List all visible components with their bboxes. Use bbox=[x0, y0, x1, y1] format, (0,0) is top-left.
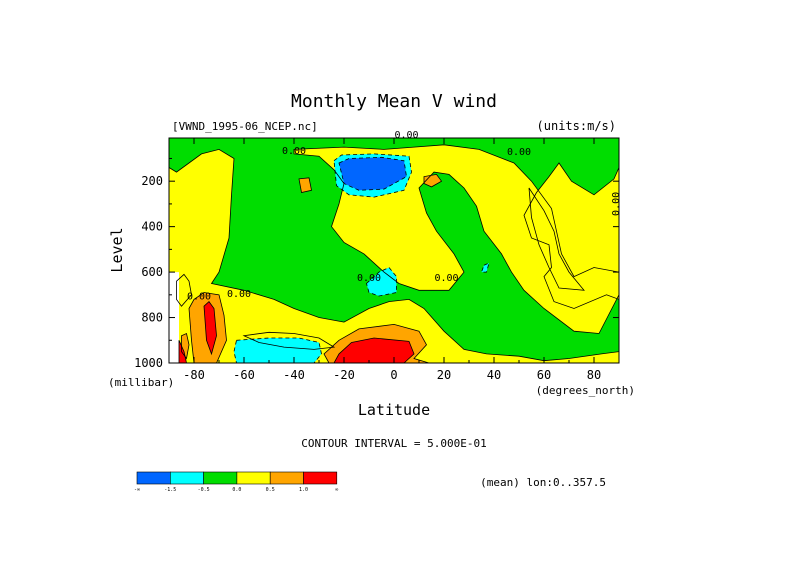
contour-region-red-12 bbox=[204, 301, 217, 354]
y-axis-label: Level bbox=[108, 227, 126, 272]
contour-interval-note: CONTOUR INTERVAL = 5.000E-01 bbox=[301, 437, 486, 450]
contour-label: 0.00 bbox=[187, 291, 211, 302]
contour-fills bbox=[169, 138, 619, 363]
colorbar-swatch bbox=[136, 471, 171, 485]
x-tick-label: -60 bbox=[233, 368, 255, 382]
colorbar-tick-label: 0.0 bbox=[232, 487, 241, 493]
contour-line-13 bbox=[181, 332, 190, 360]
x-tick-label: 40 bbox=[487, 368, 501, 382]
contour-label: 0.00 bbox=[394, 130, 418, 141]
x-tick-label: -20 bbox=[333, 368, 355, 382]
contour-label: 0.00 bbox=[357, 273, 381, 284]
x-tick-label: -80 bbox=[183, 368, 205, 382]
contour-region-yellow-15 bbox=[176, 274, 192, 307]
chart-title: Monthly Mean V wind bbox=[291, 91, 497, 112]
x-axis-units: (degrees_north) bbox=[536, 384, 635, 397]
y-tick-label: 1000 bbox=[134, 356, 163, 370]
y-tick-label: 600 bbox=[141, 265, 163, 279]
colorbar-tick-label: -∞ bbox=[134, 487, 140, 493]
dataset-label: [VWND_1995-06_NCEP.nc] bbox=[172, 120, 318, 133]
x-tick-label: 60 bbox=[537, 368, 551, 382]
colorbar-swatch bbox=[203, 471, 238, 485]
y-tick-label: 400 bbox=[141, 220, 163, 234]
contour-line-7 bbox=[333, 153, 412, 198]
contour-line-4 bbox=[242, 331, 336, 350]
contour-label: 0.00 bbox=[611, 192, 622, 216]
contour-line-1 bbox=[169, 138, 619, 362]
contour-label: 0.00 bbox=[434, 273, 458, 284]
contour-label: 0.00 bbox=[227, 289, 251, 300]
x-tick-label: -40 bbox=[283, 368, 305, 382]
contour-region-red-10 bbox=[334, 338, 414, 363]
y-tick-label: 800 bbox=[141, 311, 163, 325]
colorbar-legend: -∞ -1.5 -0.5 0.0 0.5 1.0 ∞ bbox=[134, 471, 338, 493]
colorbar-swatch bbox=[236, 471, 271, 485]
contour-line-2 bbox=[293, 144, 619, 334]
contour-label: 0.00 bbox=[507, 147, 531, 158]
averaging-note: (mean) lon:0..357.5 bbox=[480, 476, 606, 489]
contour-region-yellow-3 bbox=[529, 188, 584, 291]
colorbar-tick-label: -0.5 bbox=[198, 487, 210, 493]
contour-line-3 bbox=[528, 187, 585, 291]
y-tick-label: 200 bbox=[141, 174, 163, 188]
contour-region-red-14 bbox=[179, 340, 187, 363]
contour-region-orange-16 bbox=[299, 177, 312, 193]
contour-line-10 bbox=[333, 337, 415, 363]
contour-line-8 bbox=[338, 156, 407, 191]
contour-line-11 bbox=[188, 292, 227, 363]
contour-lines bbox=[169, 138, 619, 363]
contour-line-18 bbox=[480, 262, 490, 273]
colorbar-tick-label: -1.5 bbox=[164, 487, 176, 493]
contour-line-12 bbox=[203, 301, 217, 356]
colorbar-tick-label: 0.5 bbox=[266, 487, 275, 493]
contour-region-cyan-6 bbox=[366, 267, 397, 296]
y-axis-units: (millibar) bbox=[108, 376, 174, 389]
colorbar-tick-label: 1.0 bbox=[299, 487, 308, 493]
y-axis: 200 400 600 800 1000 bbox=[134, 157, 619, 370]
units-label: (units:m/s) bbox=[537, 119, 616, 133]
contour-line-17 bbox=[423, 173, 443, 188]
x-axis-label: Latitude bbox=[358, 401, 430, 419]
contour-line-5 bbox=[233, 337, 322, 363]
contour-line-9 bbox=[323, 323, 430, 363]
contour-region-cyan-18 bbox=[481, 263, 489, 273]
colorbar-swatch bbox=[269, 471, 304, 485]
colorbar-swatch bbox=[303, 471, 338, 485]
contour-line-15 bbox=[176, 273, 192, 307]
colorbar-tick-label: ∞ bbox=[335, 487, 338, 493]
x-tick-label: 0 bbox=[390, 368, 397, 382]
contour-label: 0.00 bbox=[282, 146, 306, 157]
contour-region-blue-8 bbox=[339, 157, 407, 191]
contour-line-16 bbox=[298, 177, 312, 193]
contour-labels: 0.00 0.00 0.00 0.00 0.00 0.00 0.00 0.00 bbox=[187, 130, 622, 302]
contour-region-cyan-5 bbox=[234, 338, 322, 363]
x-tick-label: 20 bbox=[437, 368, 451, 382]
x-tick-label: 80 bbox=[587, 368, 601, 382]
x-axis: -80 -60 -40 -20 0 20 40 60 80 bbox=[183, 138, 601, 382]
colorbar-swatch bbox=[170, 471, 204, 485]
contour-line-14 bbox=[178, 340, 187, 363]
